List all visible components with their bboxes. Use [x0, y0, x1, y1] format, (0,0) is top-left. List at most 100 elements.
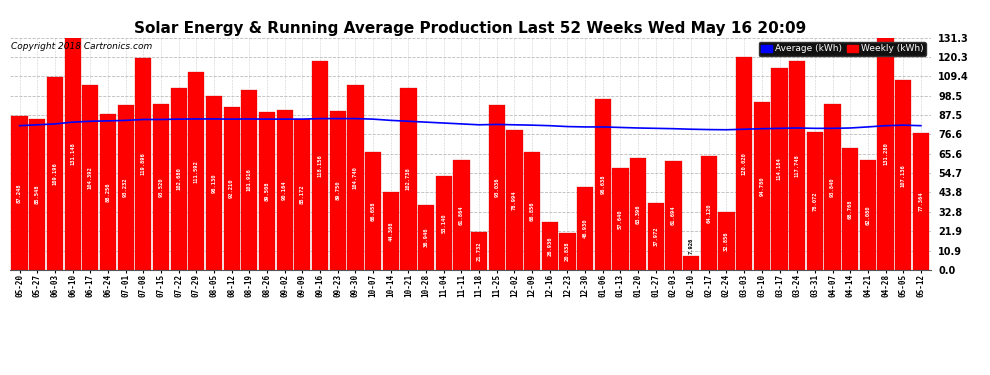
Text: 53.140: 53.140: [442, 213, 446, 233]
Bar: [665, 161, 681, 270]
Text: 101.916: 101.916: [247, 168, 251, 191]
Text: 104.392: 104.392: [88, 166, 93, 189]
Text: 104.740: 104.740: [352, 166, 357, 189]
Text: 37.972: 37.972: [653, 226, 658, 246]
Text: 64.120: 64.120: [706, 204, 712, 223]
Bar: [453, 160, 469, 270]
Bar: [489, 105, 505, 270]
Bar: [118, 105, 134, 270]
Text: 98.130: 98.130: [212, 173, 217, 193]
Text: 109.196: 109.196: [52, 162, 57, 185]
Bar: [753, 102, 770, 270]
Bar: [542, 222, 558, 270]
Text: 96.638: 96.638: [600, 175, 605, 194]
Bar: [719, 212, 735, 270]
Text: 89.750: 89.750: [336, 181, 341, 200]
Bar: [382, 192, 399, 270]
Bar: [152, 104, 169, 270]
Bar: [913, 133, 929, 270]
Bar: [29, 118, 46, 270]
Bar: [294, 119, 311, 270]
Text: 62.080: 62.080: [865, 205, 870, 225]
Bar: [630, 158, 646, 270]
Bar: [771, 68, 788, 270]
Bar: [436, 176, 451, 270]
Bar: [471, 231, 487, 270]
Text: 85.548: 85.548: [35, 184, 40, 204]
Bar: [330, 111, 346, 270]
Text: 102.738: 102.738: [406, 168, 411, 190]
Text: 78.072: 78.072: [813, 191, 818, 211]
Bar: [188, 72, 205, 270]
Text: 102.680: 102.680: [176, 168, 181, 190]
Bar: [595, 99, 611, 270]
Bar: [418, 205, 435, 270]
Text: 93.036: 93.036: [494, 178, 499, 197]
Text: 118.156: 118.156: [318, 154, 323, 177]
Bar: [647, 203, 664, 270]
Bar: [577, 187, 593, 270]
Text: 94.780: 94.780: [759, 176, 764, 196]
Text: 36.946: 36.946: [424, 228, 429, 247]
Bar: [859, 160, 876, 270]
Text: 57.640: 57.640: [618, 209, 623, 229]
Text: 93.232: 93.232: [123, 178, 128, 197]
Text: 68.768: 68.768: [847, 200, 852, 219]
Bar: [895, 80, 912, 270]
Legend: Average (kWh), Weekly (kWh): Average (kWh), Weekly (kWh): [758, 42, 926, 56]
Text: 61.864: 61.864: [459, 206, 464, 225]
Bar: [825, 104, 841, 270]
Text: 119.896: 119.896: [141, 153, 146, 175]
Bar: [242, 90, 257, 270]
Text: 7.926: 7.926: [689, 238, 694, 254]
Text: 87.248: 87.248: [17, 183, 22, 203]
Bar: [224, 107, 240, 270]
Text: 120.020: 120.020: [742, 152, 746, 175]
Bar: [524, 152, 541, 270]
Text: Copyright 2018 Cartronics.com: Copyright 2018 Cartronics.com: [11, 42, 152, 51]
Text: 20.838: 20.838: [565, 242, 570, 261]
Text: 93.840: 93.840: [830, 177, 835, 197]
Text: 89.508: 89.508: [264, 181, 269, 201]
Title: Solar Energy & Running Average Production Last 52 Weeks Wed May 16 20:09: Solar Energy & Running Average Productio…: [134, 21, 807, 36]
Text: 117.748: 117.748: [795, 154, 800, 177]
Text: 66.658: 66.658: [370, 201, 375, 221]
Bar: [506, 130, 523, 270]
Text: 77.364: 77.364: [919, 192, 924, 211]
Bar: [365, 152, 381, 270]
Text: 93.520: 93.520: [158, 177, 163, 197]
Text: 26.936: 26.936: [547, 236, 552, 256]
Bar: [170, 88, 187, 270]
Bar: [347, 84, 363, 270]
Text: 111.592: 111.592: [194, 160, 199, 183]
Bar: [807, 132, 823, 270]
Text: 63.396: 63.396: [636, 204, 641, 224]
Bar: [877, 38, 894, 270]
Text: 61.694: 61.694: [671, 206, 676, 225]
Text: 21.732: 21.732: [476, 241, 481, 261]
Text: 85.172: 85.172: [300, 185, 305, 204]
Bar: [206, 96, 222, 270]
Bar: [559, 233, 575, 270]
Bar: [701, 156, 717, 270]
Bar: [100, 114, 116, 270]
Text: 114.184: 114.184: [777, 158, 782, 180]
Bar: [259, 111, 275, 270]
Bar: [47, 76, 63, 270]
Bar: [683, 256, 699, 270]
Text: 78.994: 78.994: [512, 190, 517, 210]
Bar: [82, 85, 98, 270]
Text: 66.856: 66.856: [530, 201, 535, 220]
Bar: [842, 148, 858, 270]
Bar: [736, 57, 752, 270]
Text: 44.308: 44.308: [388, 221, 393, 240]
Bar: [136, 58, 151, 270]
Text: 107.136: 107.136: [901, 164, 906, 186]
Text: 131.280: 131.280: [883, 142, 888, 165]
Text: 90.164: 90.164: [282, 180, 287, 200]
Text: 88.256: 88.256: [106, 182, 111, 202]
Bar: [789, 62, 805, 270]
Text: 46.930: 46.930: [583, 219, 588, 238]
Bar: [613, 168, 629, 270]
Bar: [12, 116, 28, 270]
